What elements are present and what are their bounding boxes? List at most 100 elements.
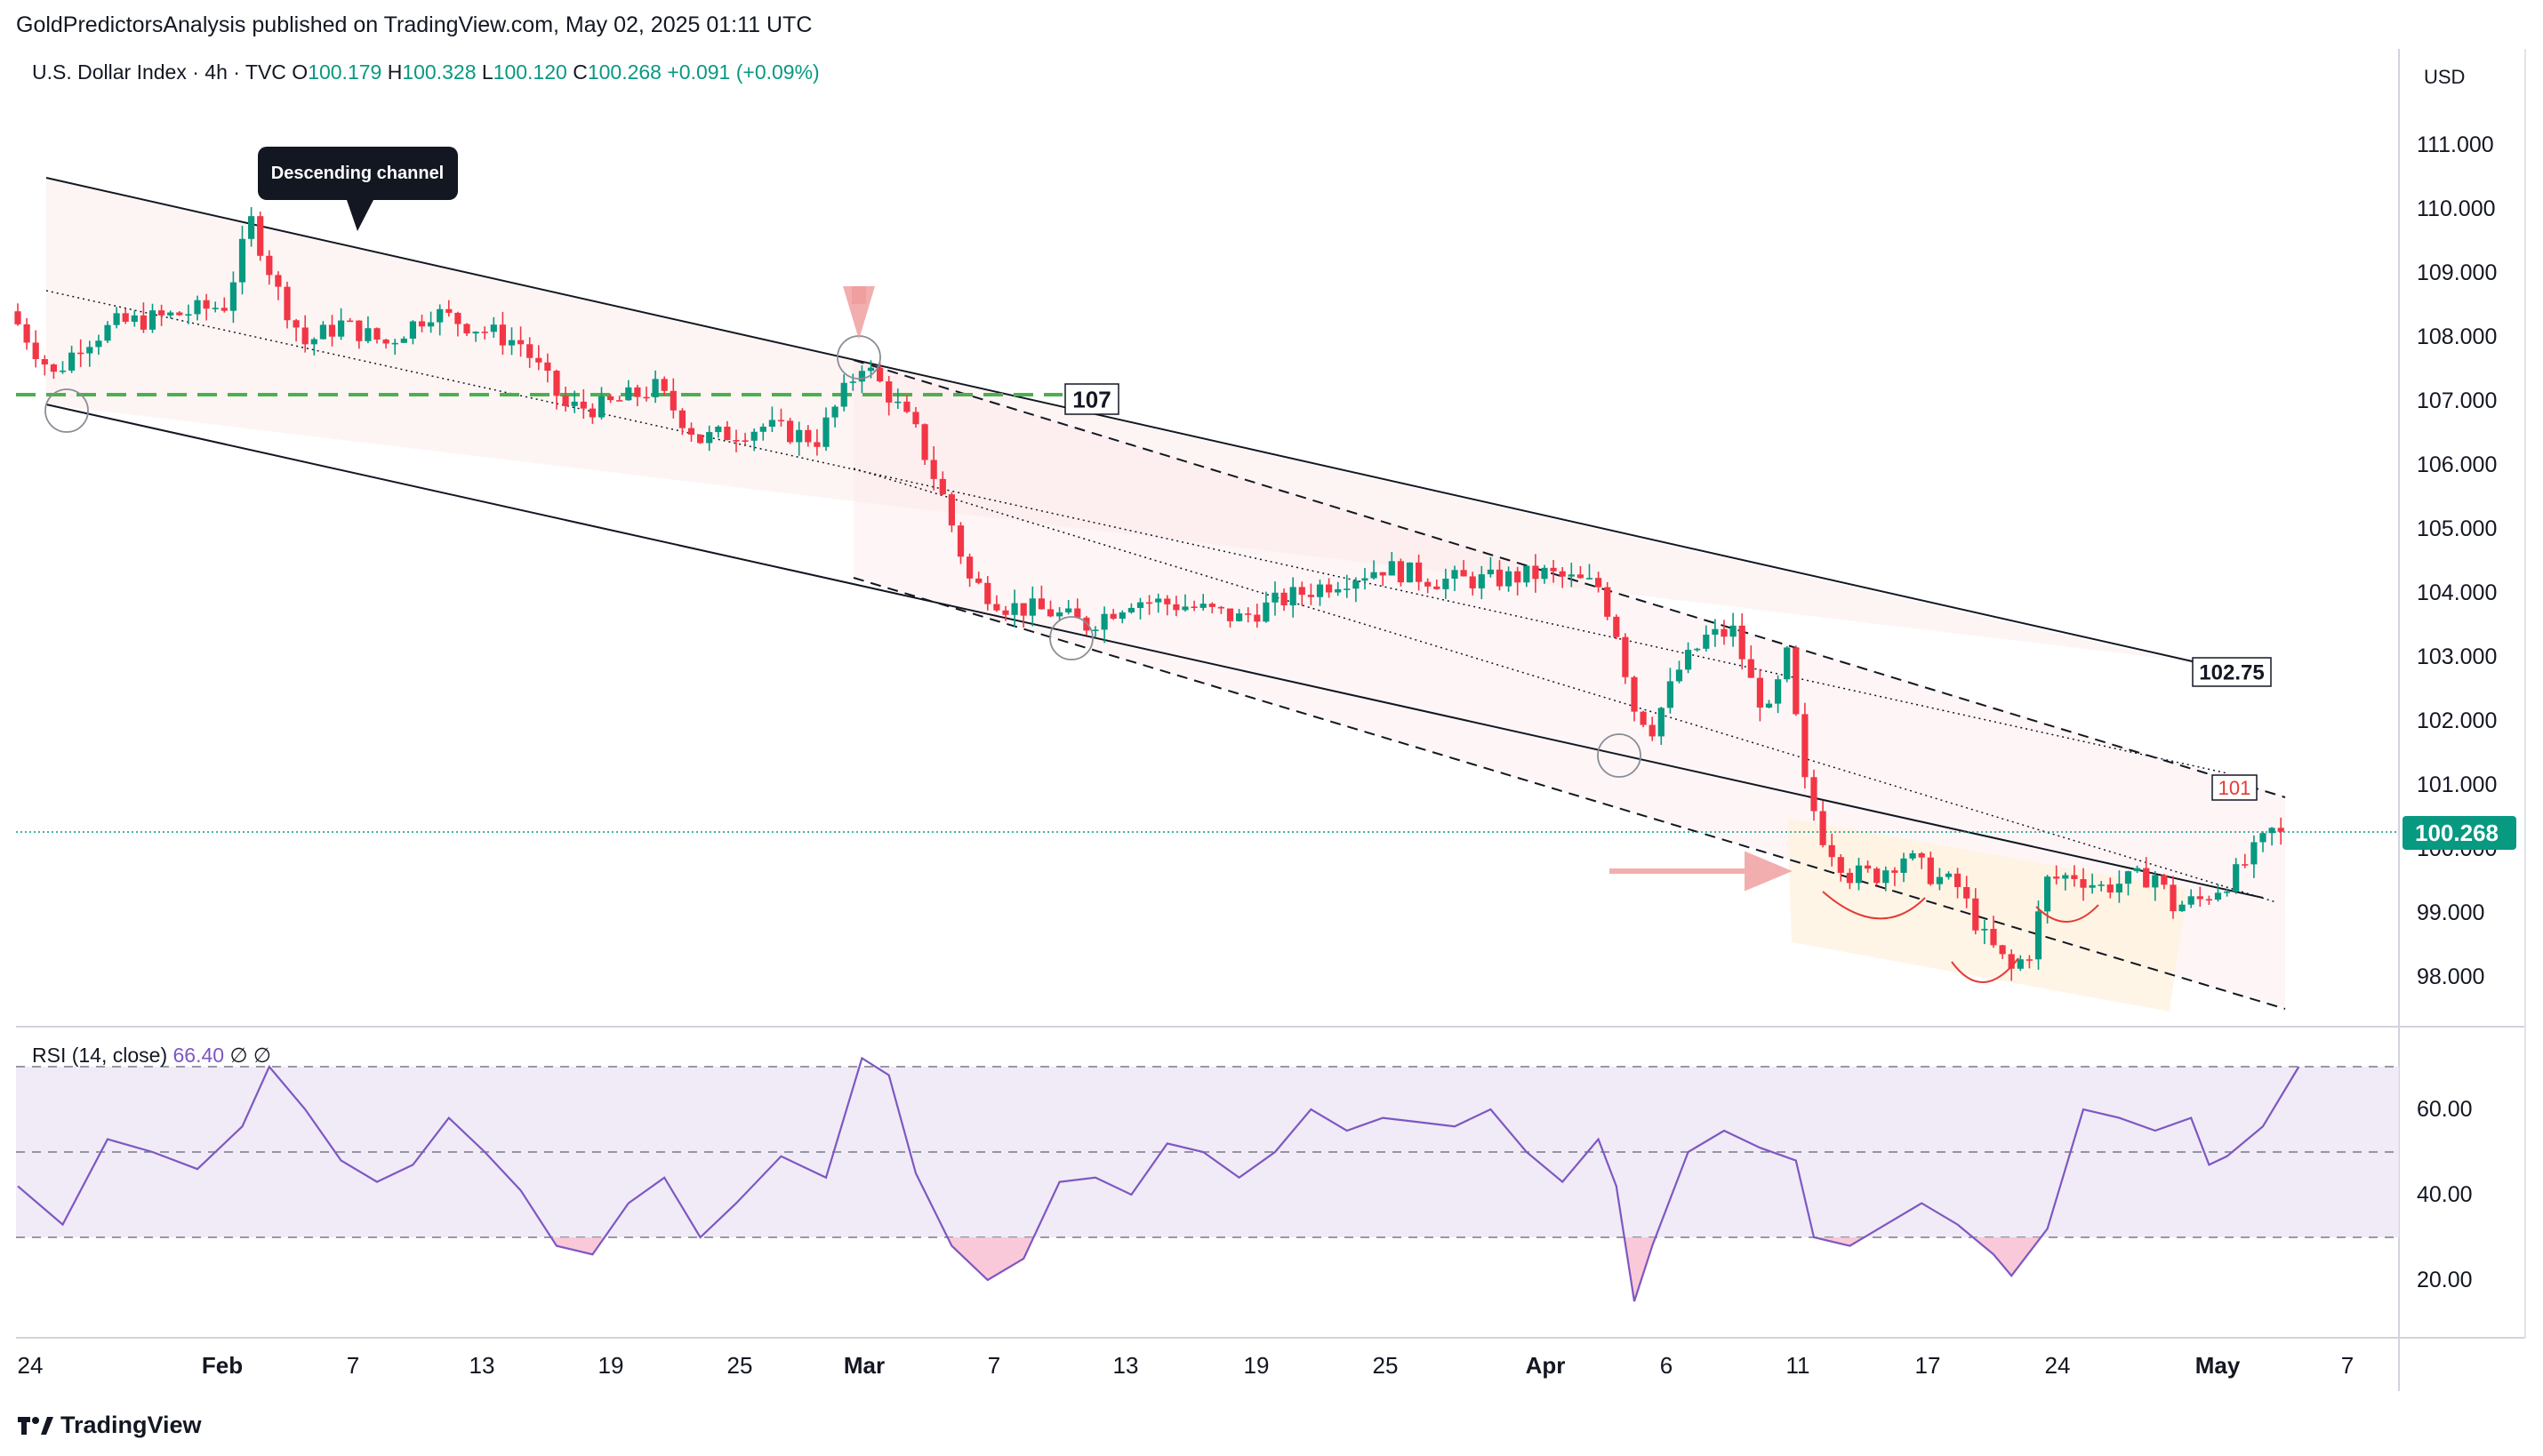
candle-body <box>571 401 578 406</box>
time-tick-label: Mar <box>844 1352 885 1379</box>
shoulder-curve-right <box>2035 904 2099 923</box>
rsi-tick-label: 20.00 <box>2417 1268 2473 1292</box>
candle-body <box>1406 562 1414 583</box>
candle-body <box>499 324 506 346</box>
candle-body <box>86 347 93 354</box>
top-marker-stem <box>852 286 866 304</box>
candle-body <box>2106 884 2114 893</box>
rsi-tick-label: 60.00 <box>2417 1097 2473 1122</box>
candle-body <box>1119 612 1126 620</box>
open-label: O <box>292 60 309 84</box>
price-tick-label: 102.000 <box>2417 708 2497 733</box>
candle-body <box>957 525 965 557</box>
candle-body <box>445 308 453 313</box>
candle-body <box>1622 636 1629 677</box>
candle-body <box>1416 562 1423 582</box>
candle-body <box>993 604 1000 611</box>
time-tick-label: 6 <box>1660 1352 1673 1379</box>
candle-body <box>1110 613 1117 620</box>
candle-body <box>2205 899 2212 901</box>
candle-body <box>1846 872 1853 884</box>
candle-body <box>1326 584 1333 593</box>
candle-body <box>768 420 775 427</box>
time-tick-label: Apr <box>1526 1352 1566 1379</box>
candle-body <box>814 442 821 447</box>
candle-body <box>490 324 497 332</box>
candle-body <box>894 401 902 404</box>
candle-body <box>1568 574 1575 577</box>
candle-body <box>2224 891 2231 893</box>
candle-body <box>1541 567 1548 580</box>
candle-body <box>1199 604 1207 608</box>
candle-body <box>840 382 847 407</box>
candle-body <box>2250 842 2258 865</box>
candle-body <box>670 390 677 411</box>
candle-body <box>1945 873 1953 877</box>
candle-body <box>148 310 156 330</box>
head-curve <box>1951 957 2019 983</box>
candle-body <box>1936 876 1943 884</box>
candle-body <box>2233 864 2240 892</box>
price-tick-label: 98.000 <box>2417 964 2484 989</box>
candle-body <box>2089 884 2096 888</box>
candle-body <box>1775 679 1782 704</box>
change-value: +0.091 (+0.09%) <box>667 60 820 84</box>
time-tick-label: 19 <box>598 1352 624 1379</box>
high-label: H <box>387 60 403 84</box>
candle-body <box>104 324 111 341</box>
currency-label[interactable]: USD <box>2424 66 2466 88</box>
candle-body <box>1182 606 1189 611</box>
candle-body <box>1900 858 1907 873</box>
candle-body <box>1361 578 1368 581</box>
candle-body <box>805 429 812 443</box>
candle-body <box>1837 857 1844 873</box>
candle-body <box>1990 928 1997 946</box>
candle-body <box>643 396 650 399</box>
candle-body <box>454 312 461 324</box>
candle-body <box>1747 659 1754 678</box>
candle-body <box>1657 708 1665 737</box>
candle-body <box>41 359 48 365</box>
candle-body <box>535 357 542 363</box>
candle-body <box>1810 777 1817 812</box>
tradingview-logo[interactable]: TradingView <box>18 1412 202 1439</box>
candle-body <box>1316 584 1324 597</box>
candle-body <box>1738 625 1745 660</box>
candle-body <box>1478 574 1485 588</box>
candle-body <box>1756 677 1763 708</box>
candle-body <box>822 417 830 447</box>
candle-body <box>687 428 695 435</box>
candle-body <box>1729 625 1737 637</box>
candle-body <box>1999 945 2006 955</box>
rsi-legend: RSI (14, close) 66.40 ∅ ∅ <box>32 1044 271 1068</box>
last-price-tag <box>2403 816 2516 850</box>
candle-body <box>2034 911 2042 960</box>
candle-body <box>1191 606 1198 608</box>
candle-body <box>77 352 84 355</box>
candle-body <box>634 387 641 397</box>
channel-lines <box>16 177 2399 1010</box>
candle-body <box>1092 629 1099 632</box>
low-value: 100.120 <box>493 60 567 84</box>
candles <box>14 207 2284 981</box>
candle-body <box>275 275 282 287</box>
candle-body <box>1442 578 1449 589</box>
candle-body <box>1505 571 1512 587</box>
candle-body <box>2115 884 2122 893</box>
candle-body <box>697 434 704 444</box>
candle-body <box>2062 875 2069 879</box>
rsi-extra-2: ∅ <box>253 1044 271 1067</box>
candle-body <box>1451 570 1458 579</box>
candle-body <box>481 332 488 333</box>
candle-body <box>1891 870 1898 873</box>
price-tick-label: 110.000 <box>2417 196 2496 221</box>
candle-body <box>338 320 345 337</box>
rsi-extra-1: ∅ <box>229 1044 248 1067</box>
candle-body <box>1370 572 1377 579</box>
candle-body <box>2214 892 2222 900</box>
candle-body <box>365 328 372 341</box>
publish-info: GoldPredictorsAnalysis published on Trad… <box>16 12 813 37</box>
rsi-tick-label: 40.00 <box>2417 1182 2473 1207</box>
candle-body <box>1379 572 1386 576</box>
